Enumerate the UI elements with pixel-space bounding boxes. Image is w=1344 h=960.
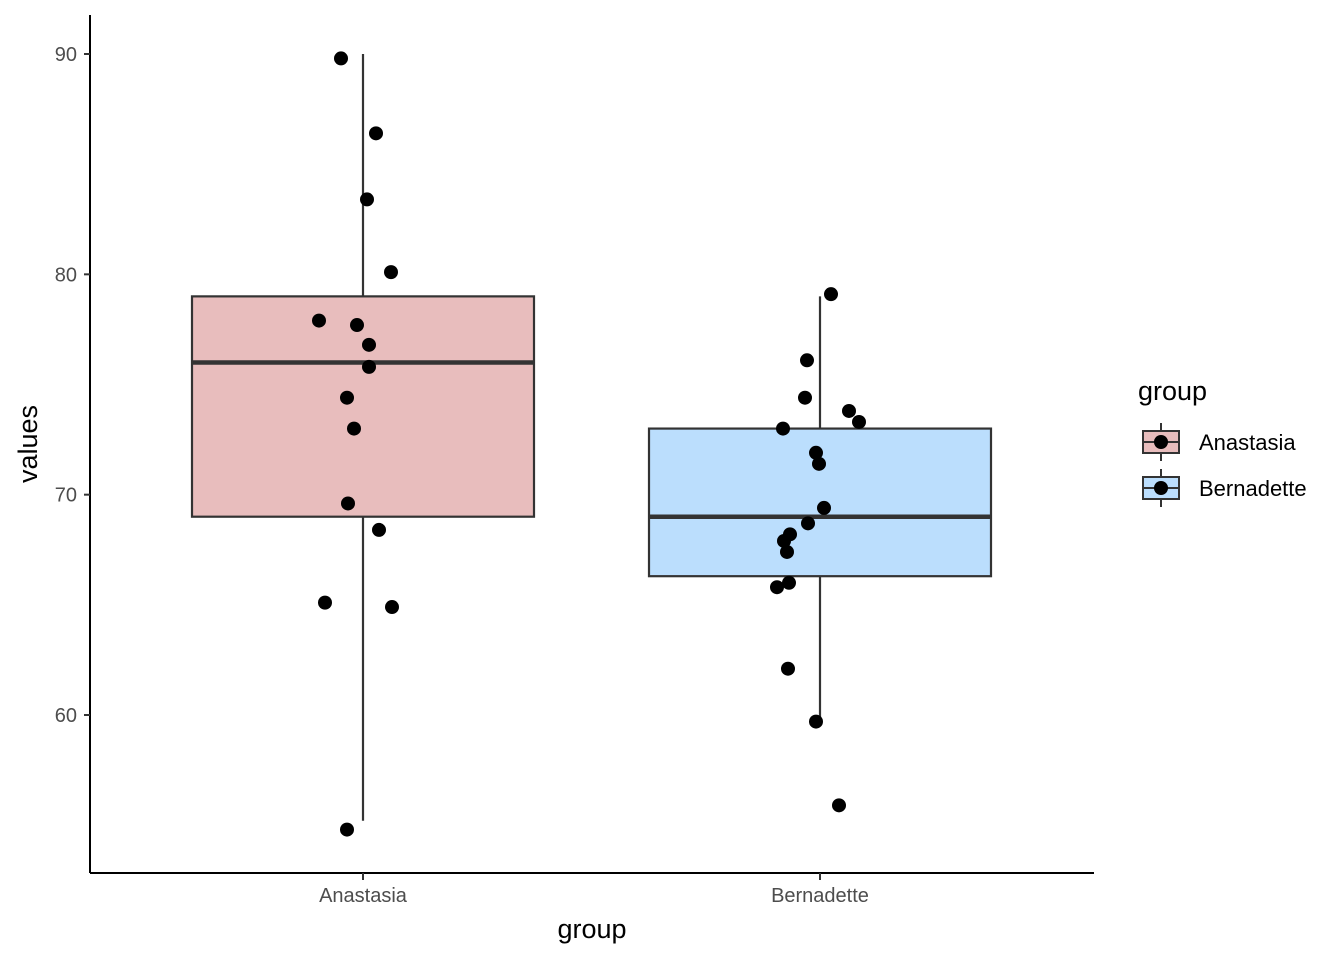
data-point (341, 496, 355, 511)
legend: group Anastasia Bernadette (1138, 376, 1307, 507)
data-point (340, 390, 354, 405)
legend-key-point (1154, 435, 1168, 449)
data-point (384, 265, 398, 280)
y-tick-label: 80 (55, 264, 77, 286)
y-tick-label: 70 (55, 485, 77, 507)
data-point (362, 359, 376, 374)
data-point (776, 421, 790, 436)
y-axis-ticks: 60 70 80 90 (55, 44, 90, 727)
box-iqr (190, 295, 536, 518)
data-point (781, 661, 795, 676)
data-point (369, 126, 383, 141)
data-point (318, 595, 332, 610)
y-tick-label: 60 (55, 705, 77, 727)
data-point (385, 600, 399, 615)
x-tick-label: Anastasia (319, 885, 408, 907)
x-axis-ticks: Anastasia Bernadette (319, 873, 869, 907)
data-point (800, 353, 814, 368)
y-tick-label: 90 (55, 44, 77, 66)
box-group-bernadette (647, 287, 993, 813)
legend-item-bernadette: Bernadette (1142, 469, 1307, 507)
data-point (777, 533, 791, 548)
data-point (372, 522, 386, 537)
data-point (809, 445, 823, 460)
data-point (809, 714, 823, 729)
plot-area (190, 51, 993, 837)
legend-title: group (1138, 376, 1207, 406)
legend-label: Bernadette (1199, 476, 1307, 501)
data-point (824, 287, 838, 302)
data-point (770, 580, 784, 595)
y-axis-title: values (13, 405, 43, 483)
legend-item-anastasia: Anastasia (1142, 423, 1296, 461)
data-point (812, 456, 826, 471)
box-group-anastasia (190, 51, 536, 837)
data-point (334, 51, 348, 66)
data-point (852, 414, 866, 429)
data-point (801, 516, 815, 531)
data-point (350, 318, 364, 333)
data-point (842, 403, 856, 418)
data-point (832, 798, 846, 813)
data-point (340, 822, 354, 837)
data-point (362, 337, 376, 352)
data-point (798, 390, 812, 405)
data-point (782, 575, 796, 590)
data-point (817, 500, 831, 515)
data-point (347, 421, 361, 436)
data-point (780, 544, 794, 559)
legend-label: Anastasia (1199, 430, 1296, 455)
data-point (360, 192, 374, 207)
x-axis-title: group (557, 914, 626, 944)
legend-key-point (1154, 481, 1168, 495)
data-point (312, 313, 326, 328)
x-tick-label: Bernadette (771, 885, 869, 907)
axes: 60 70 80 90 Anastasia Bernadette (55, 15, 1094, 907)
